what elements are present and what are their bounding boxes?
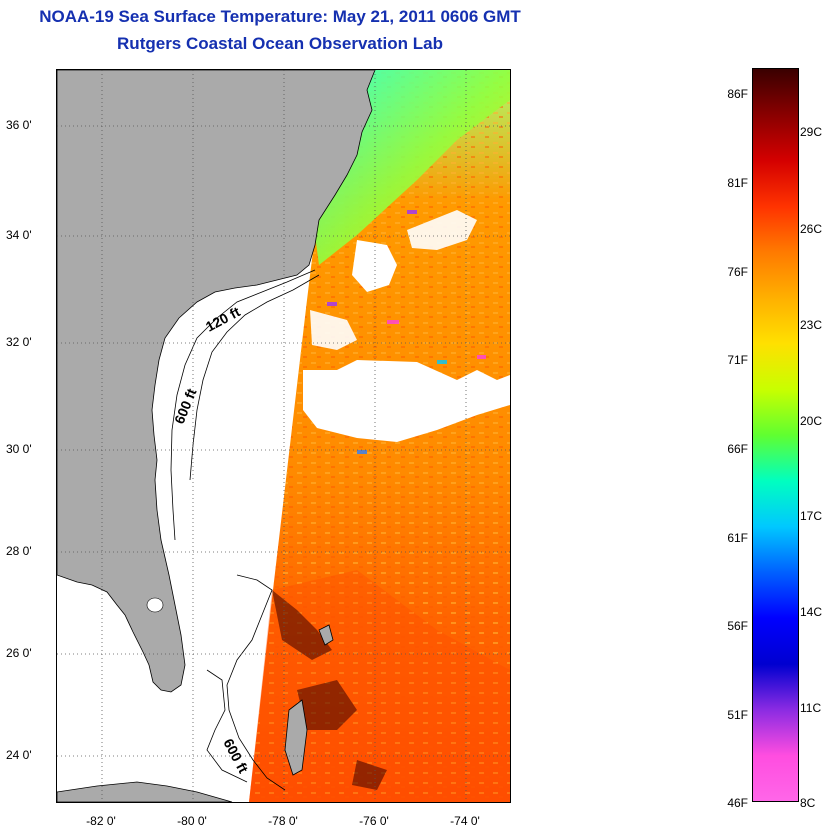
colorbar-fahrenheit-label: 51F (727, 708, 748, 722)
depth-contours (170, 269, 320, 791)
cuba-coast (57, 781, 233, 802)
latitude-label: 28 0' (6, 544, 32, 558)
latitude-label: 26 0' (6, 646, 32, 660)
longitude-label: -82 0' (86, 814, 116, 828)
longitude-label: -80 0' (177, 814, 207, 828)
colorbar-fahrenheit-label: 56F (727, 619, 748, 633)
colorbar-fahrenheit-label: 76F (727, 265, 748, 279)
latitude-label: 24 0' (6, 748, 32, 762)
temperature-colorbar (752, 68, 799, 802)
map-canvas: 120 ft 600 ft 600 ft (57, 70, 510, 802)
colorbar-celsius-label: 8C (800, 796, 816, 810)
colorbar-fahrenheit-label: 81F (727, 176, 748, 190)
colorbar-celsius-label: 14C (800, 605, 823, 619)
colorbar-fahrenheit-label: 61F (727, 531, 748, 545)
latitude-label: 30 0' (6, 442, 32, 456)
longitude-label: -74 0' (450, 814, 480, 828)
latitude-label: 34 0' (6, 228, 32, 242)
lake-okeechobee (146, 597, 164, 613)
colorbar-fahrenheit-label: 66F (727, 442, 748, 456)
colorbar-fahrenheit-label: 71F (727, 353, 748, 367)
latitude-label: 36 0' (6, 118, 32, 132)
longitude-label: -78 0' (268, 814, 298, 828)
sst-map: 120 ft 600 ft 600 ft (56, 69, 511, 803)
latitude-label: 32 0' (6, 335, 32, 349)
land-mass (57, 70, 376, 693)
map-subtitle: Rutgers Coastal Ocean Observation Lab (117, 34, 443, 53)
colorbar-celsius-label: 29C (800, 125, 823, 139)
map-title: NOAA-19 Sea Surface Temperature: May 21,… (39, 7, 521, 26)
colorbar-celsius-label: 11C (800, 701, 822, 715)
colorbar-celsius-label: 17C (800, 509, 823, 523)
depth-label-120ft: 120 ft (203, 303, 243, 334)
longitude-label: -76 0' (359, 814, 389, 828)
colorbar-fahrenheit-label: 86F (727, 87, 748, 101)
colorbar-fahrenheit-label: 46F (727, 796, 748, 810)
sst-swath (249, 70, 510, 802)
colorbar-celsius-label: 20C (800, 414, 823, 428)
colorbar-celsius-label: 23C (800, 318, 823, 332)
colorbar-celsius-label: 26C (800, 222, 823, 236)
